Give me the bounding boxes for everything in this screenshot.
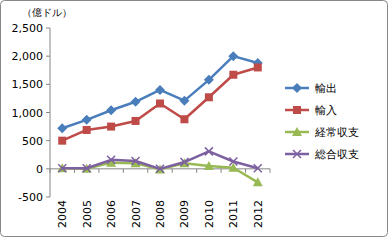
y-tick [46,197,50,198]
series-line [62,67,258,140]
plot-area [57,51,263,186]
y-tick-label: -500 [18,191,43,204]
y-tick-label: 500 [22,135,43,148]
x-tick [270,169,271,173]
legend: 輸出輸入経常収支総合収支 [285,82,359,161]
x-tick [123,169,124,173]
marker [58,137,66,145]
marker [204,75,214,85]
legend-marker [293,150,301,158]
x-tick-label: 2009 [178,200,191,228]
x-tick [147,169,148,173]
series [57,158,263,187]
marker [132,117,140,125]
legend-label: 総合収支 [314,148,359,161]
marker [205,93,213,101]
x-tick-label: 2011 [227,200,240,228]
marker [254,63,262,71]
marker [107,123,115,131]
marker [82,115,92,125]
legend-label: 経常収支 [314,126,359,139]
marker [155,85,165,95]
legend-marker [292,83,302,93]
marker [57,123,67,133]
marker [204,161,214,170]
marker [253,177,263,186]
x-tick-label: 2010 [203,200,216,228]
marker [205,147,213,155]
y-tick [46,140,50,141]
series [58,147,262,172]
marker [179,96,189,106]
series-line [62,151,258,168]
x-tick [50,169,51,173]
x-tick-label: 2012 [252,200,265,228]
legend-label: 輸出 [315,82,337,95]
marker [156,99,164,107]
marker [107,156,115,164]
y-tick [46,84,50,85]
marker [229,71,237,79]
x-tick-label: 2007 [130,200,143,228]
chart-border [1,1,388,237]
marker [58,164,66,172]
marker [106,105,116,115]
y-tick [46,112,50,113]
marker [132,157,140,165]
y-tick-label: 1,000 [12,107,44,120]
marker [131,97,141,107]
y-tick [46,168,50,169]
marker [156,165,164,173]
x-tick [245,169,246,173]
x-tick-label: 2005 [81,200,94,228]
legend-marker [293,106,301,114]
y-tick [46,56,50,57]
marker [254,164,262,172]
marker [180,158,188,166]
y-axis-label: （億ドル） [22,7,72,18]
y-tick [46,28,50,29]
x-tick [98,169,99,173]
x-tick-label: 2006 [105,200,118,228]
y-tick-label: 2,000 [12,50,44,63]
chart: （億ドル） -500 0 500 1,000 1,500 2,000 2,500 2004 200… [0,0,388,237]
x-tick [196,169,197,173]
x-tick [221,169,222,173]
series [57,51,263,133]
marker [180,115,188,123]
series-line [62,56,258,128]
x-tick-label: 2004 [56,200,69,228]
legend-label: 輸入 [315,104,337,117]
legend-marker [292,127,302,136]
x-tick-label: 2008 [154,200,167,228]
y-tick-label: 2,500 [12,22,44,35]
y-tick-label: 1,500 [12,78,44,91]
marker [83,126,91,134]
y-tick-label: 0 [36,163,43,176]
marker [83,164,91,172]
marker [228,51,238,61]
x-tick [172,169,173,173]
series [58,63,262,144]
marker [229,158,237,166]
